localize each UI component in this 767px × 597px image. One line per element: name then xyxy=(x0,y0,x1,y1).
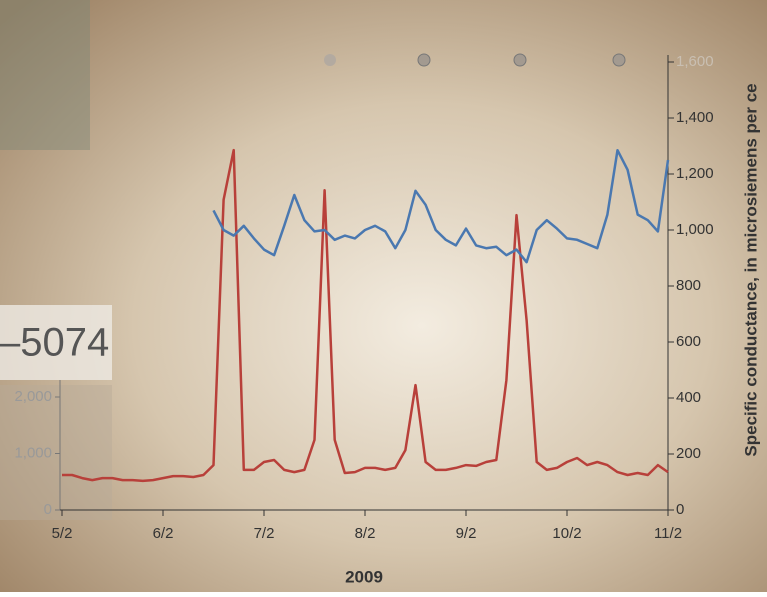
x-tick-label: 9/2 xyxy=(456,525,477,542)
y-tick-label: 1,000 xyxy=(14,444,52,461)
dot xyxy=(612,53,626,67)
dot xyxy=(324,54,336,66)
series-line xyxy=(212,148,670,264)
dot xyxy=(417,53,431,67)
y2-tick-label: 1,600 xyxy=(676,53,714,70)
background-photo xyxy=(0,0,90,150)
y-tick-label: 2,000 xyxy=(14,388,52,405)
y2-tick-label: 1,400 xyxy=(676,109,714,126)
x-tick-label: 7/2 xyxy=(254,525,275,542)
y2-tick-label: 200 xyxy=(676,445,701,462)
y2-tick-label: 1,200 xyxy=(676,165,714,182)
series-line xyxy=(62,148,669,483)
y2-axis-label: Specific conductance, in microsiemens pe… xyxy=(741,83,760,456)
x-tick-label: 6/2 xyxy=(153,525,174,542)
x-tick-label: 11/2 xyxy=(654,525,682,542)
x-tick-label: 8/2 xyxy=(355,525,376,542)
x-tick-label: 10/2 xyxy=(552,525,581,542)
fragment-text: –5074 xyxy=(0,321,109,365)
y2-tick-label: 800 xyxy=(676,277,701,294)
x-axis-label: 2009 xyxy=(345,567,383,586)
y2-tick-label: 1,000 xyxy=(676,221,714,238)
y2-tick-label: 600 xyxy=(676,333,701,350)
axis-box xyxy=(0,385,112,520)
dot xyxy=(513,53,527,67)
y2-tick-label: 0 xyxy=(676,501,684,518)
y2-tick-label: 400 xyxy=(676,389,701,406)
label-box xyxy=(0,305,112,380)
x-tick-label: 5/2 xyxy=(52,525,73,542)
y-tick-label: 0 xyxy=(44,501,52,518)
